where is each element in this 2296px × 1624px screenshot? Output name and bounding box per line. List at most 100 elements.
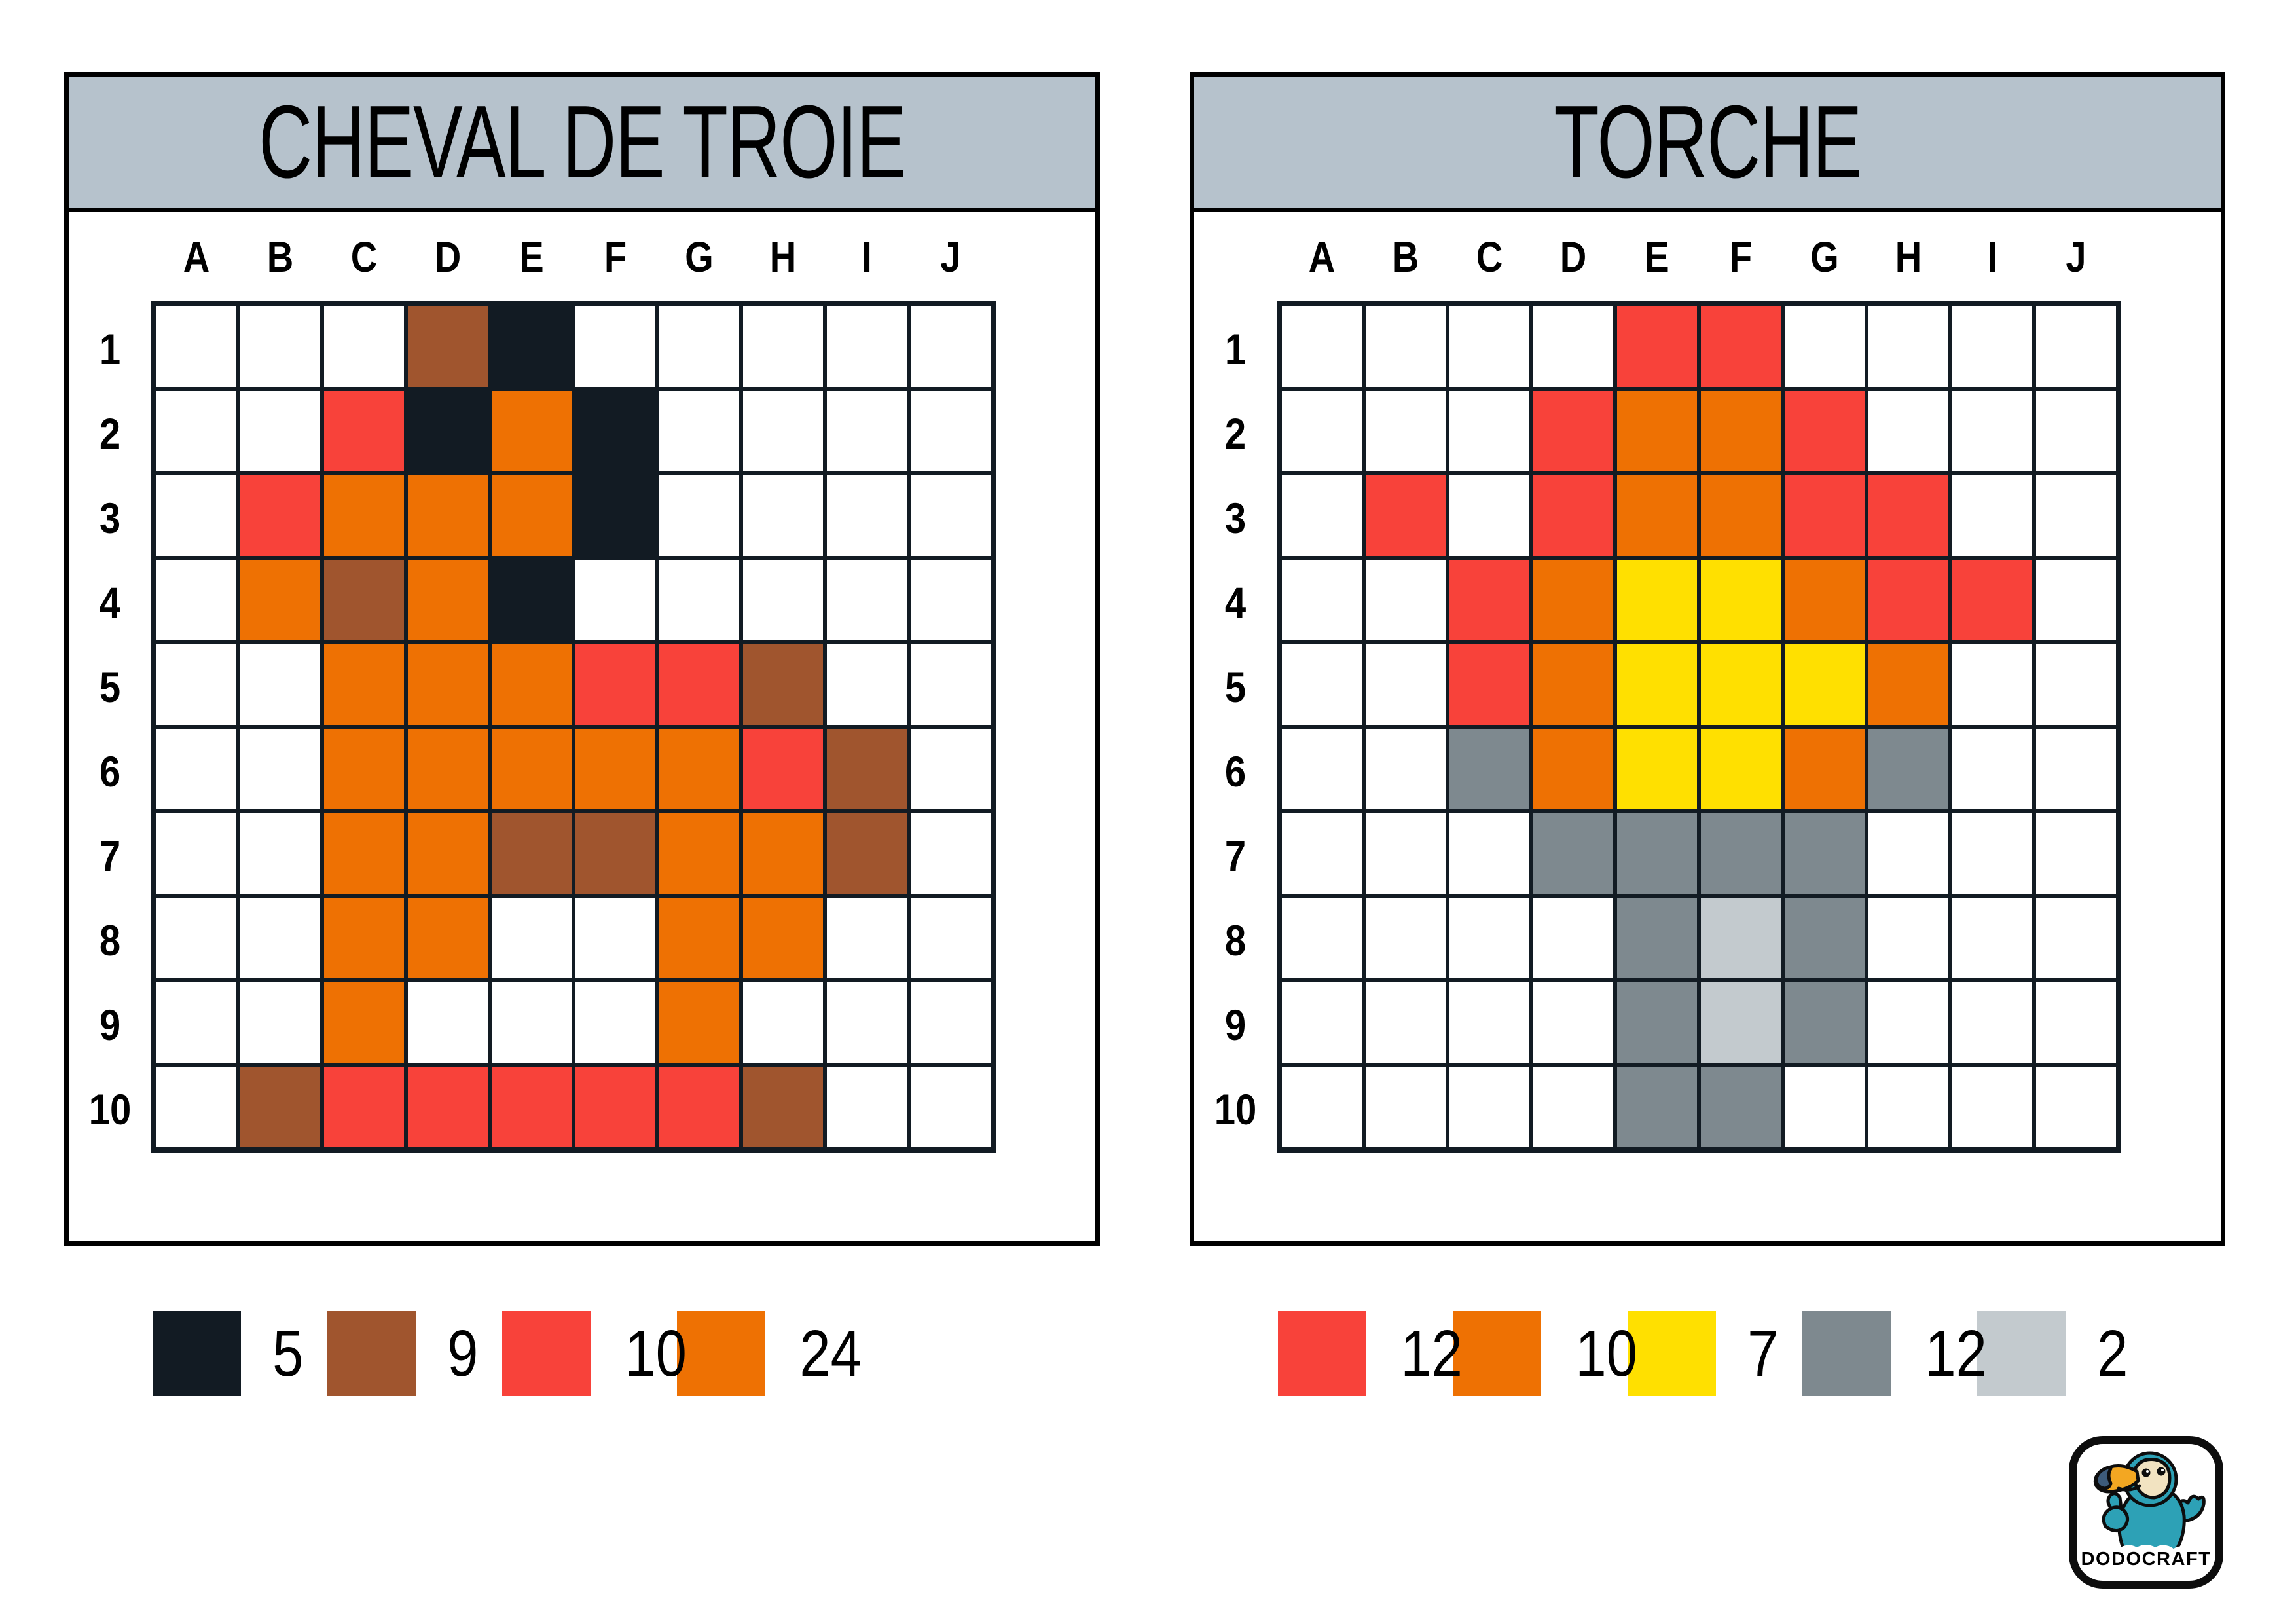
- column-labels: A B C D E F G H I J: [69, 212, 1095, 301]
- cell-H10-brown: [743, 1067, 823, 1147]
- cell-I9-empty: [1952, 982, 2032, 1063]
- gray-swatch: [1802, 1311, 1891, 1396]
- row-label-7: 7: [1224, 831, 1247, 880]
- cell-B9-empty: [1366, 982, 1446, 1063]
- row-label-8: 8: [1224, 915, 1247, 965]
- legend-item-yellow: 7: [1628, 1311, 1802, 1396]
- row-label-9: 9: [1224, 1000, 1247, 1049]
- row-label-2: 2: [1224, 409, 1247, 458]
- row-labels: 1 2 3 4 5 6 7 8 9 10: [69, 301, 151, 1153]
- column-label-D: D: [434, 232, 462, 281]
- cell-B4-empty: [1366, 560, 1446, 640]
- cell-B9-empty: [240, 982, 320, 1063]
- cell-J1-empty: [911, 306, 991, 387]
- cell-G8-orange: [659, 898, 739, 978]
- cell-H9-empty: [1868, 982, 1948, 1063]
- column-label-A: A: [183, 232, 210, 281]
- legend-item-lightgray: 2: [1977, 1311, 2152, 1396]
- cell-E4-black: [492, 560, 572, 640]
- cell-H6-gray: [1868, 729, 1948, 809]
- cell-A9-empty: [156, 982, 236, 1063]
- cell-D9-empty: [1533, 982, 1613, 1063]
- column-label-G: G: [685, 232, 714, 281]
- cell-G6-orange: [1785, 729, 1865, 809]
- legend-item-black: 5: [153, 1311, 327, 1396]
- cell-B8-empty: [240, 898, 320, 978]
- cell-G10-empty: [1785, 1067, 1865, 1147]
- cell-E5-yellow: [1617, 644, 1697, 725]
- cell-E1-red: [1617, 306, 1697, 387]
- cell-H2-empty: [743, 391, 823, 471]
- cell-I2-empty: [827, 391, 907, 471]
- row-label-8: 8: [99, 915, 121, 965]
- cell-I7-brown: [827, 813, 907, 894]
- color-count-lightgray: 2: [2097, 1316, 2128, 1390]
- cell-F4-empty: [575, 560, 655, 640]
- grid-area: 1 2 3 4 5 6 7 8 9 10: [69, 301, 1095, 1153]
- column-label-C: C: [1476, 232, 1503, 281]
- cell-G8-gray: [1785, 898, 1865, 978]
- cell-C2-empty: [1449, 391, 1529, 471]
- cell-B3-red: [240, 475, 320, 556]
- cell-A2-empty: [156, 391, 236, 471]
- cell-D3-orange: [408, 475, 488, 556]
- cell-H4-empty: [743, 560, 823, 640]
- cell-G2-red: [1785, 391, 1865, 471]
- cell-H5-brown: [743, 644, 823, 725]
- row-label-3: 3: [99, 493, 121, 542]
- cell-C10-red: [324, 1067, 404, 1147]
- cell-J6-empty: [911, 729, 991, 809]
- cell-E8-empty: [492, 898, 572, 978]
- row-label-3: 3: [1224, 493, 1247, 542]
- column-label-J: J: [2066, 232, 2086, 281]
- cell-C7-empty: [1449, 813, 1529, 894]
- cell-E8-gray: [1617, 898, 1697, 978]
- row-label-4: 4: [1224, 578, 1247, 627]
- cell-E7-brown: [492, 813, 572, 894]
- cell-J8-empty: [911, 898, 991, 978]
- cell-H4-red: [1868, 560, 1948, 640]
- cell-J5-empty: [911, 644, 991, 725]
- row-label-1: 1: [1224, 324, 1247, 373]
- cell-F7-gray: [1701, 813, 1781, 894]
- cell-I1-empty: [827, 306, 907, 387]
- cell-H3-empty: [743, 475, 823, 556]
- cell-I8-empty: [827, 898, 907, 978]
- cell-A8-empty: [156, 898, 236, 978]
- cell-A9-empty: [1282, 982, 1362, 1063]
- cell-F1-red: [1701, 306, 1781, 387]
- cell-B2-empty: [240, 391, 320, 471]
- legend-cheval-de-troie: 5 9 10 24: [153, 1311, 862, 1396]
- color-count-gray: 12: [1925, 1316, 1987, 1390]
- cell-D7-orange: [408, 813, 488, 894]
- cell-F8-lightgray: [1701, 898, 1781, 978]
- dodo-mascot-icon: [2093, 1451, 2206, 1558]
- cell-A5-empty: [1282, 644, 1362, 725]
- cell-F3-black: [575, 475, 655, 556]
- cell-I6-empty: [1952, 729, 2032, 809]
- cell-A10-empty: [156, 1067, 236, 1147]
- cell-B5-empty: [240, 644, 320, 725]
- column-label-I: I: [862, 232, 872, 281]
- cell-F5-red: [575, 644, 655, 725]
- cell-C6-gray: [1449, 729, 1529, 809]
- cell-I7-empty: [1952, 813, 2032, 894]
- cell-C5-orange: [324, 644, 404, 725]
- lightgray-swatch: [1977, 1311, 2066, 1396]
- row-label-2: 2: [99, 409, 121, 458]
- cell-C1-empty: [1449, 306, 1529, 387]
- color-count-black: 5: [272, 1316, 304, 1390]
- cell-E4-yellow: [1617, 560, 1697, 640]
- cell-I1-empty: [1952, 306, 2032, 387]
- cell-J6-empty: [2036, 729, 2116, 809]
- orange-swatch: [1453, 1311, 1541, 1396]
- cell-F7-brown: [575, 813, 655, 894]
- column-label-F: F: [1729, 232, 1753, 281]
- cell-I6-brown: [827, 729, 907, 809]
- cell-I5-empty: [827, 644, 907, 725]
- cell-D4-orange: [1533, 560, 1613, 640]
- cell-F1-empty: [575, 306, 655, 387]
- cell-C8-orange: [324, 898, 404, 978]
- cell-G9-gray: [1785, 982, 1865, 1063]
